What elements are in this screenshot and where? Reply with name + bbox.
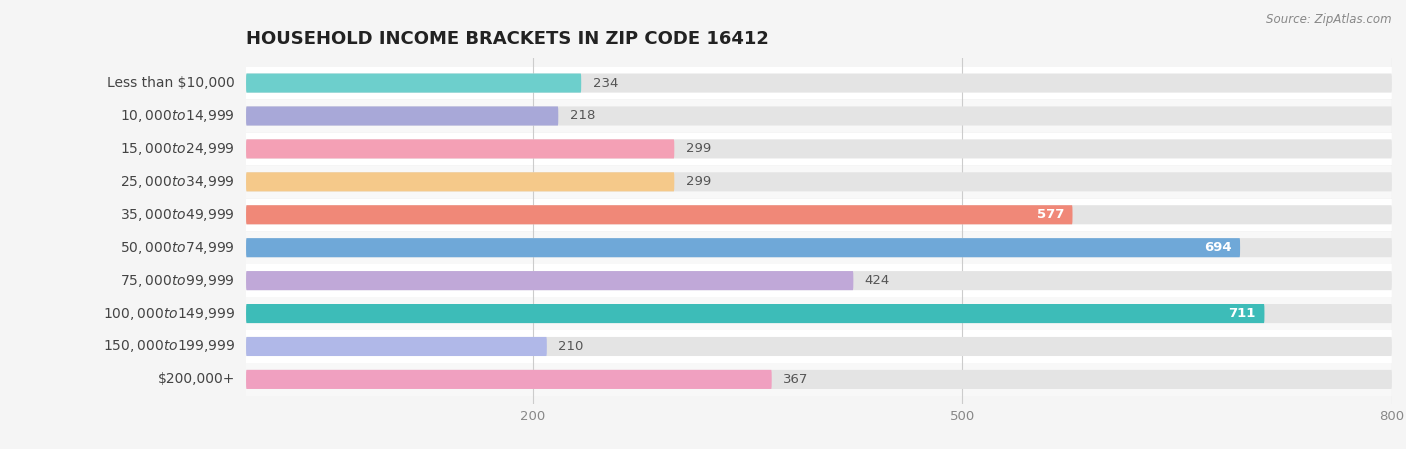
Text: $75,000 to $99,999: $75,000 to $99,999 [120,273,235,289]
FancyBboxPatch shape [239,363,1399,396]
Text: 218: 218 [569,110,595,123]
FancyBboxPatch shape [246,172,675,191]
FancyBboxPatch shape [246,271,853,290]
Text: HOUSEHOLD INCOME BRACKETS IN ZIP CODE 16412: HOUSEHOLD INCOME BRACKETS IN ZIP CODE 16… [246,31,769,48]
Text: 711: 711 [1229,307,1256,320]
FancyBboxPatch shape [246,238,1240,257]
FancyBboxPatch shape [239,100,1399,132]
FancyBboxPatch shape [239,232,1399,264]
Text: 577: 577 [1036,208,1064,221]
FancyBboxPatch shape [246,139,1392,158]
FancyBboxPatch shape [246,172,1392,191]
Text: 299: 299 [686,142,711,155]
Text: $15,000 to $24,999: $15,000 to $24,999 [120,141,235,157]
Text: 210: 210 [558,340,583,353]
FancyBboxPatch shape [246,106,1392,126]
FancyBboxPatch shape [246,74,1392,92]
Text: $200,000+: $200,000+ [157,372,235,387]
FancyBboxPatch shape [239,198,1399,231]
Text: $50,000 to $74,999: $50,000 to $74,999 [120,240,235,255]
FancyBboxPatch shape [239,133,1399,165]
FancyBboxPatch shape [246,337,1392,356]
FancyBboxPatch shape [246,337,547,356]
FancyBboxPatch shape [246,238,1392,257]
FancyBboxPatch shape [246,74,581,92]
FancyBboxPatch shape [246,304,1392,323]
Text: 299: 299 [686,176,711,188]
FancyBboxPatch shape [246,205,1073,224]
Text: 694: 694 [1204,241,1232,254]
Text: $100,000 to $149,999: $100,000 to $149,999 [103,306,235,321]
Text: 367: 367 [783,373,808,386]
FancyBboxPatch shape [246,370,772,389]
Text: 424: 424 [865,274,890,287]
FancyBboxPatch shape [239,264,1399,297]
FancyBboxPatch shape [246,304,1264,323]
FancyBboxPatch shape [239,166,1399,198]
FancyBboxPatch shape [246,271,1392,290]
Text: 234: 234 [593,77,619,89]
FancyBboxPatch shape [246,106,558,126]
FancyBboxPatch shape [239,67,1399,99]
Text: $35,000 to $49,999: $35,000 to $49,999 [120,207,235,223]
FancyBboxPatch shape [239,297,1399,330]
Text: $10,000 to $14,999: $10,000 to $14,999 [120,108,235,124]
Text: $150,000 to $199,999: $150,000 to $199,999 [103,339,235,354]
FancyBboxPatch shape [246,370,1392,389]
Text: Source: ZipAtlas.com: Source: ZipAtlas.com [1267,13,1392,26]
Text: $25,000 to $34,999: $25,000 to $34,999 [120,174,235,190]
Text: Less than $10,000: Less than $10,000 [107,76,235,90]
FancyBboxPatch shape [246,139,675,158]
FancyBboxPatch shape [239,330,1399,363]
FancyBboxPatch shape [246,205,1392,224]
